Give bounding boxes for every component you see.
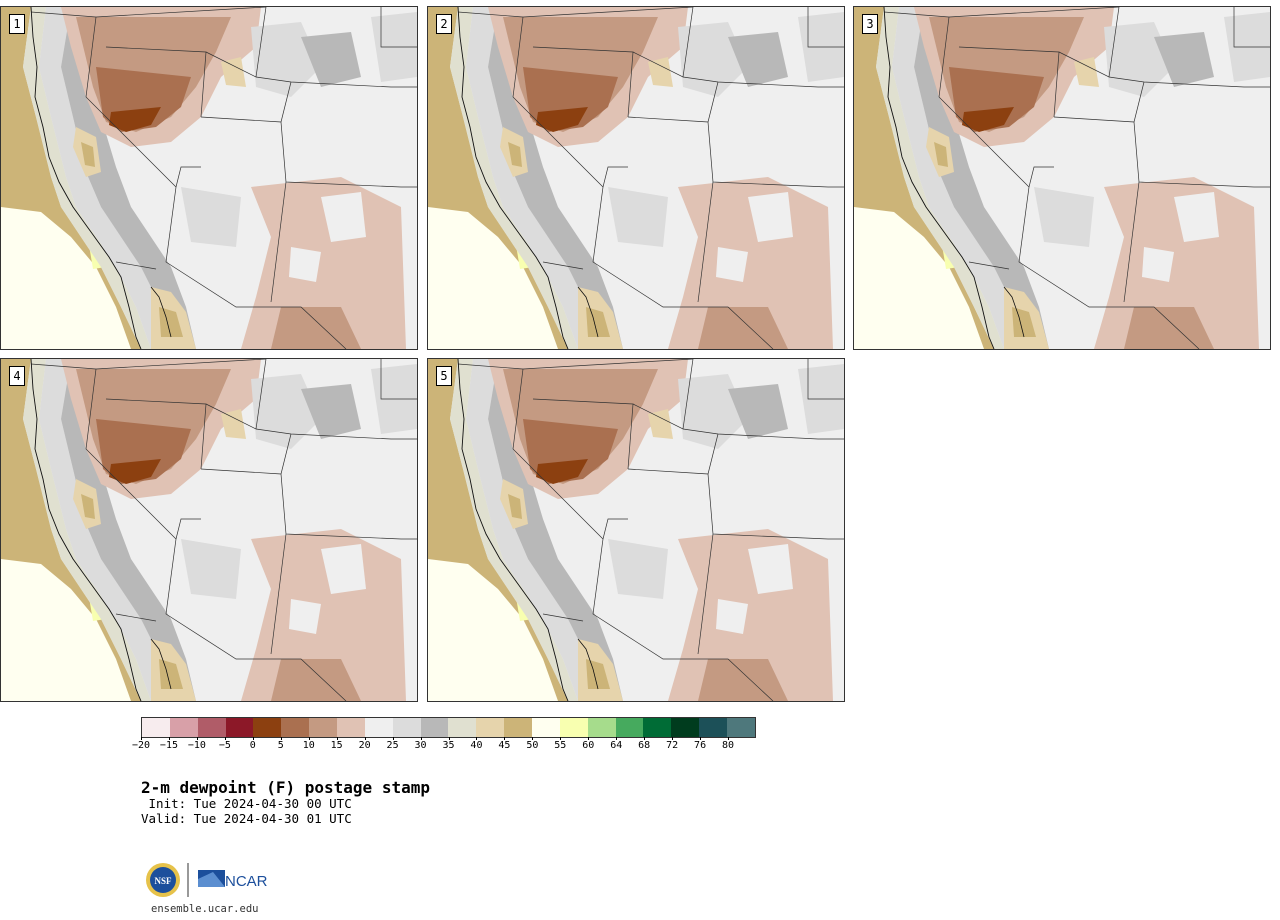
colorbar-swatch	[420, 718, 449, 737]
ncar-logo-text: NCAR	[225, 873, 268, 890]
colorbar-tick-mark	[588, 737, 590, 740]
dewpoint-map-4	[1, 359, 417, 701]
colorbar-tick-mark	[728, 737, 730, 740]
colorbar-tick-label: 20	[358, 740, 371, 751]
ensemble-member-map-4: 4	[0, 358, 418, 702]
colorbar-swatch	[727, 718, 755, 737]
member-number-label: 3	[862, 14, 878, 34]
valid-time: Valid: Tue 2024-04-30 01 UTC	[141, 811, 352, 826]
dewpoint-map-2	[428, 7, 844, 349]
colorbar-swatch	[142, 718, 170, 737]
colorbar-swatch	[643, 718, 672, 737]
colorbar-swatch	[309, 718, 338, 737]
product-title: 2-m dewpoint (F) postage stamp	[141, 778, 430, 797]
colorbar-tick-mark	[644, 737, 646, 740]
colorbar-tick-label: 55	[554, 740, 567, 751]
member-number-label: 5	[436, 366, 452, 386]
colorbar-swatch	[587, 718, 616, 737]
colorbar-tick-label: −10	[187, 740, 206, 751]
colorbar-tick-label: 45	[498, 740, 511, 751]
ensemble-member-map-5: 5	[427, 358, 845, 702]
colorbar-tick-label: 64	[610, 740, 623, 751]
colorbar-tick-label: 40	[470, 740, 483, 751]
colorbar-tick-label: −20	[131, 740, 151, 751]
colorbar-tick-mark	[252, 737, 254, 740]
colorbar-swatch	[504, 718, 533, 737]
colorbar-swatch	[392, 718, 421, 737]
nsf-logo-text: NSF	[154, 876, 172, 886]
colorbar-tick-mark	[224, 737, 226, 740]
colorbar-tick-label: 35	[442, 740, 455, 751]
colorbar-swatch	[615, 718, 644, 737]
colorbar-tick-mark	[141, 737, 142, 740]
colorbar-swatch	[448, 718, 477, 737]
site-url: ensemble.ucar.edu	[151, 903, 259, 915]
colorbar-tick-mark	[392, 737, 394, 740]
colorbar-tick-label: 76	[694, 740, 707, 751]
colorbar-tick-label: 72	[666, 740, 679, 751]
colorbar-tick-mark	[672, 737, 674, 740]
colorbar-tick-mark	[616, 737, 618, 740]
colorbar-tick-label: 60	[582, 740, 595, 751]
colorbar-tick-label: 10	[302, 740, 315, 751]
colorbar-tick-mark	[504, 737, 506, 740]
colorbar-tick-label: 0	[249, 740, 256, 751]
colorbar-swatch	[699, 718, 728, 737]
init-time: Init: Tue 2024-04-30 00 UTC	[141, 796, 352, 811]
colorbar-tick-mark	[700, 737, 702, 740]
colorbar-tick-label: 80	[722, 740, 735, 751]
colorbar-tick-mark	[420, 737, 422, 740]
colorbar-swatch	[197, 718, 226, 737]
ensemble-member-map-3: 3	[853, 6, 1271, 350]
colorbar-tick-mark	[196, 737, 198, 740]
colorbar-swatch	[532, 718, 560, 737]
colorbar-tick-mark	[336, 737, 338, 740]
dewpoint-map-3	[854, 7, 1270, 349]
colorbar-tick-mark	[364, 737, 366, 740]
member-number-label: 2	[436, 14, 452, 34]
colorbar-tick-label: 25	[386, 740, 399, 751]
colorbar-swatch	[364, 718, 393, 737]
member-number-label: 4	[9, 366, 25, 386]
colorbar-tick-mark	[560, 737, 562, 740]
colorbar-tick-mark	[532, 737, 534, 740]
dewpoint-colorbar	[141, 717, 756, 738]
member-number-label: 1	[9, 14, 25, 34]
colorbar-swatch	[253, 718, 282, 737]
ensemble-member-map-2: 2	[427, 6, 845, 350]
colorbar-tick-label: 5	[277, 740, 284, 751]
colorbar-tick-label: 30	[414, 740, 427, 751]
colorbar-tick-mark	[168, 737, 170, 740]
colorbar-tick-label: −15	[159, 740, 178, 751]
colorbar-swatch	[671, 718, 700, 737]
colorbar-tick-mark	[476, 737, 478, 740]
colorbar-swatch	[476, 718, 505, 737]
colorbar-tick-label: 15	[330, 740, 343, 751]
colorbar-tick-mark	[280, 737, 282, 740]
ensemble-member-map-1: 1	[0, 6, 418, 350]
colorbar-tick-labels: −20 −15 −10 −5 0 5 10 15 20 25 30 35 40 45 50 55 60 64 68 7…	[132, 737, 756, 754]
nsf-ncar-logo: NSF NCAR	[146, 863, 268, 897]
colorbar-tick-label: 50	[526, 740, 539, 751]
dewpoint-map-5	[428, 359, 844, 701]
colorbar-swatch	[281, 718, 310, 737]
colorbar-swatch	[337, 718, 365, 737]
colorbar-swatch	[169, 718, 198, 737]
colorbar-swatch	[225, 718, 254, 737]
colorbar-tick-label: 68	[638, 740, 651, 751]
dewpoint-map-1	[1, 7, 417, 349]
colorbar-tick-label: −5	[218, 740, 231, 751]
colorbar-tick-mark	[448, 737, 450, 740]
colorbar-tick-mark	[308, 737, 310, 740]
colorbar-swatch	[559, 718, 588, 737]
